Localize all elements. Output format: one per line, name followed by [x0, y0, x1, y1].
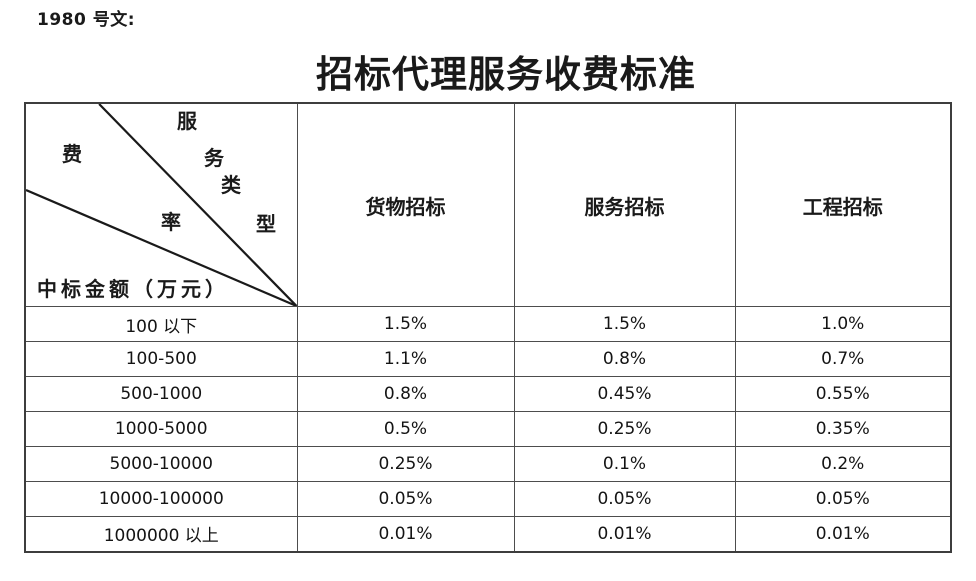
rate-cell: 0.05% [734, 481, 952, 517]
rate-cell: 0.25% [296, 446, 515, 482]
table-row: 500-1000 0.8% 0.45% 0.55% [24, 376, 952, 412]
table-row: 100-500 1.1% 0.8% 0.7% [24, 341, 952, 377]
rate-cell: 1.5% [296, 306, 515, 342]
rate-cell: 0.01% [513, 516, 736, 552]
header-row: 费 率 服 务 类 型 中标金额（万元） 货物招标 服务招标 工程招标 [24, 102, 952, 307]
amount-range-cell: 500-1000 [24, 376, 298, 412]
table-row: 1000-5000 0.5% 0.25% 0.35% [24, 411, 952, 447]
amount-range-cell: 1000-5000 [24, 411, 298, 447]
table-header: 费 率 服 务 类 型 中标金额（万元） 货物招标 服务招标 工程招标 [24, 102, 952, 307]
amount-range-cell: 5000-10000 [24, 446, 298, 482]
table-row: 5000-10000 0.25% 0.1% 0.2% [24, 446, 952, 482]
column-header-service: 服务招标 [513, 102, 736, 307]
amount-range-cell: 100 以下 [24, 306, 298, 342]
rate-cell: 1.5% [513, 306, 736, 342]
table-row: 100 以下 1.5% 1.5% 1.0% [24, 306, 952, 342]
rate-cell: 0.7% [734, 341, 952, 377]
corner-char-service-type: 服 [177, 111, 197, 133]
page-title: 招标代理服务收费标准 [316, 55, 696, 96]
amount-range-cell: 10000-100000 [24, 481, 298, 517]
rate-cell: 0.8% [296, 376, 515, 412]
rate-cell: 1.0% [734, 306, 952, 342]
rate-cell: 0.2% [734, 446, 952, 482]
rate-cell: 0.25% [513, 411, 736, 447]
corner-char-service-type: 类 [221, 175, 241, 197]
rate-cell: 0.35% [734, 411, 952, 447]
rate-cell: 0.5% [296, 411, 515, 447]
fee-table: 费 率 服 务 类 型 中标金额（万元） 货物招标 服务招标 工程招标 100 … [24, 102, 952, 553]
rate-cell: 1.1% [296, 341, 515, 377]
rate-cell: 0.45% [513, 376, 736, 412]
table-body: 100 以下 1.5% 1.5% 1.0% 100-500 1.1% 0.8% 0.7% 500… [24, 306, 952, 552]
rate-cell: 0.55% [734, 376, 952, 412]
corner-char-service-type: 型 [256, 214, 276, 236]
column-header-engineering: 工程招标 [734, 102, 952, 307]
rate-cell: 0.01% [296, 516, 515, 552]
column-header-goods: 货物招标 [296, 102, 515, 307]
amount-range-cell: 100-500 [24, 341, 298, 377]
doc-ref: 1980 号文: [37, 10, 136, 30]
corner-char-rate: 率 [161, 212, 181, 234]
table-row: 1000000 以上 0.01% 0.01% 0.01% [24, 516, 952, 552]
rate-cell: 0.05% [296, 481, 515, 517]
corner-char-service-type: 务 [204, 148, 224, 170]
rate-cell: 0.1% [513, 446, 736, 482]
amount-range-cell: 1000000 以上 [24, 516, 298, 552]
diagonal-divider-lines [26, 104, 297, 306]
corner-char-rate: 费 [62, 144, 82, 166]
corner-header-cell: 费 率 服 务 类 型 中标金额（万元） [24, 102, 298, 307]
rate-cell: 0.05% [513, 481, 736, 517]
rate-cell: 0.8% [513, 341, 736, 377]
amount-axis-label: 中标金额（万元） [37, 279, 229, 301]
table-row: 10000-100000 0.05% 0.05% 0.05% [24, 481, 952, 517]
rate-cell: 0.01% [734, 516, 952, 552]
